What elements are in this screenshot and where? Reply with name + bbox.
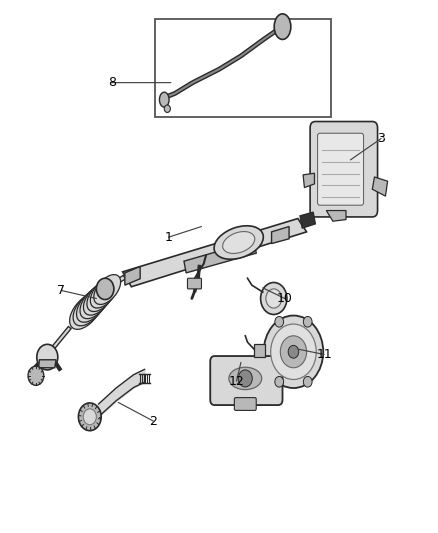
Polygon shape bbox=[123, 219, 307, 287]
Circle shape bbox=[37, 344, 58, 370]
Ellipse shape bbox=[94, 274, 120, 304]
FancyBboxPatch shape bbox=[318, 133, 364, 205]
Ellipse shape bbox=[73, 292, 104, 326]
Ellipse shape bbox=[77, 289, 107, 322]
Text: 10: 10 bbox=[277, 292, 293, 305]
Circle shape bbox=[266, 289, 282, 308]
Ellipse shape bbox=[90, 277, 118, 308]
FancyBboxPatch shape bbox=[210, 356, 283, 405]
Ellipse shape bbox=[274, 14, 291, 39]
FancyBboxPatch shape bbox=[187, 278, 201, 289]
Circle shape bbox=[78, 403, 101, 431]
Text: 8: 8 bbox=[108, 76, 116, 89]
Text: 12: 12 bbox=[229, 375, 244, 387]
Ellipse shape bbox=[87, 280, 115, 312]
Circle shape bbox=[303, 376, 312, 387]
Polygon shape bbox=[272, 227, 289, 244]
Polygon shape bbox=[300, 212, 315, 228]
Ellipse shape bbox=[84, 283, 112, 315]
FancyBboxPatch shape bbox=[310, 122, 378, 217]
Polygon shape bbox=[326, 211, 346, 221]
Ellipse shape bbox=[229, 367, 262, 390]
Ellipse shape bbox=[70, 294, 101, 329]
Circle shape bbox=[238, 370, 252, 387]
Ellipse shape bbox=[214, 226, 263, 259]
Ellipse shape bbox=[80, 286, 110, 319]
Circle shape bbox=[275, 376, 283, 387]
Circle shape bbox=[96, 278, 114, 300]
Text: 3: 3 bbox=[377, 132, 385, 145]
Bar bbox=[155, 19, 331, 117]
Circle shape bbox=[264, 316, 323, 388]
FancyBboxPatch shape bbox=[234, 398, 256, 410]
Polygon shape bbox=[39, 360, 56, 368]
Polygon shape bbox=[303, 173, 314, 188]
Circle shape bbox=[288, 345, 299, 358]
Circle shape bbox=[261, 282, 287, 314]
Text: 11: 11 bbox=[316, 348, 332, 361]
Text: 1: 1 bbox=[165, 231, 173, 244]
Text: 2: 2 bbox=[149, 415, 157, 427]
Polygon shape bbox=[125, 266, 140, 285]
Polygon shape bbox=[184, 241, 256, 273]
Circle shape bbox=[280, 336, 307, 368]
Circle shape bbox=[303, 317, 312, 327]
Circle shape bbox=[83, 409, 96, 425]
Circle shape bbox=[271, 324, 316, 379]
Text: 7: 7 bbox=[57, 284, 65, 297]
Circle shape bbox=[28, 366, 44, 385]
Circle shape bbox=[164, 105, 170, 112]
Polygon shape bbox=[254, 344, 265, 357]
Ellipse shape bbox=[223, 231, 255, 254]
Ellipse shape bbox=[159, 92, 169, 107]
Polygon shape bbox=[372, 177, 388, 196]
Circle shape bbox=[275, 317, 284, 327]
